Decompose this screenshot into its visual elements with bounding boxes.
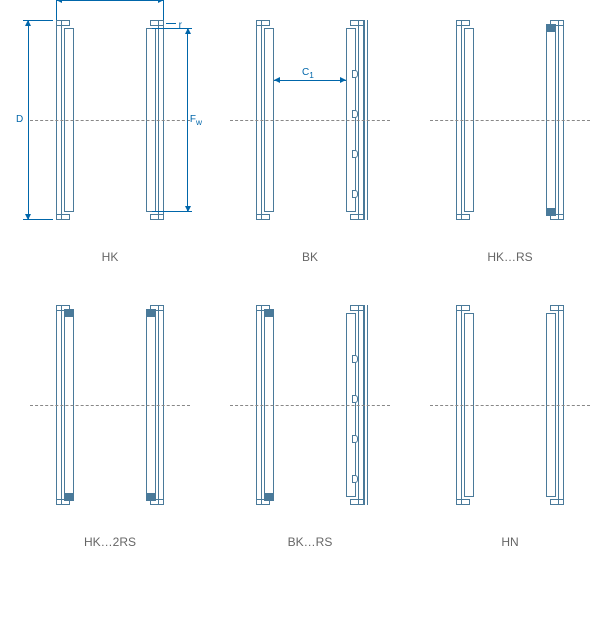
figure-hkrs — [450, 20, 570, 220]
centerline — [230, 120, 390, 121]
dim-fw: Fw — [190, 114, 202, 127]
label-hn: HN — [501, 535, 518, 549]
centerline — [230, 405, 390, 406]
centerline — [430, 405, 590, 406]
cell-bkrs: BK…RS — [230, 305, 390, 560]
dim-c1: C1 — [302, 67, 314, 80]
figure-bkrs — [250, 305, 370, 505]
figure-bk: C1 — [250, 20, 370, 220]
cell-hkrs: HK…RS — [430, 20, 590, 275]
figure-hn — [450, 305, 570, 505]
figure-hk2rs — [50, 305, 170, 505]
centerline — [30, 405, 190, 406]
label-bk: BK — [302, 250, 318, 264]
cell-bk: C1 BK — [230, 20, 390, 275]
figure-hk: CrDFw — [50, 20, 170, 220]
cell-hk2rs: HK…2RS — [30, 305, 190, 560]
centerline — [430, 120, 590, 121]
centerline — [30, 120, 190, 121]
label-hk2rs: HK…2RS — [84, 535, 136, 549]
cell-hn: HN — [430, 305, 590, 560]
dim-r: r — [179, 20, 182, 31]
bearing-diagram-grid: CrDFw HK C1 BK HK…RS HK…2RS BK…RS HN — [30, 20, 590, 560]
label-hkrs: HK…RS — [487, 250, 532, 264]
label-hk: HK — [102, 250, 119, 264]
cell-hk: CrDFw HK — [30, 20, 190, 275]
label-bkrs: BK…RS — [288, 535, 333, 549]
dim-d: D — [16, 114, 23, 125]
